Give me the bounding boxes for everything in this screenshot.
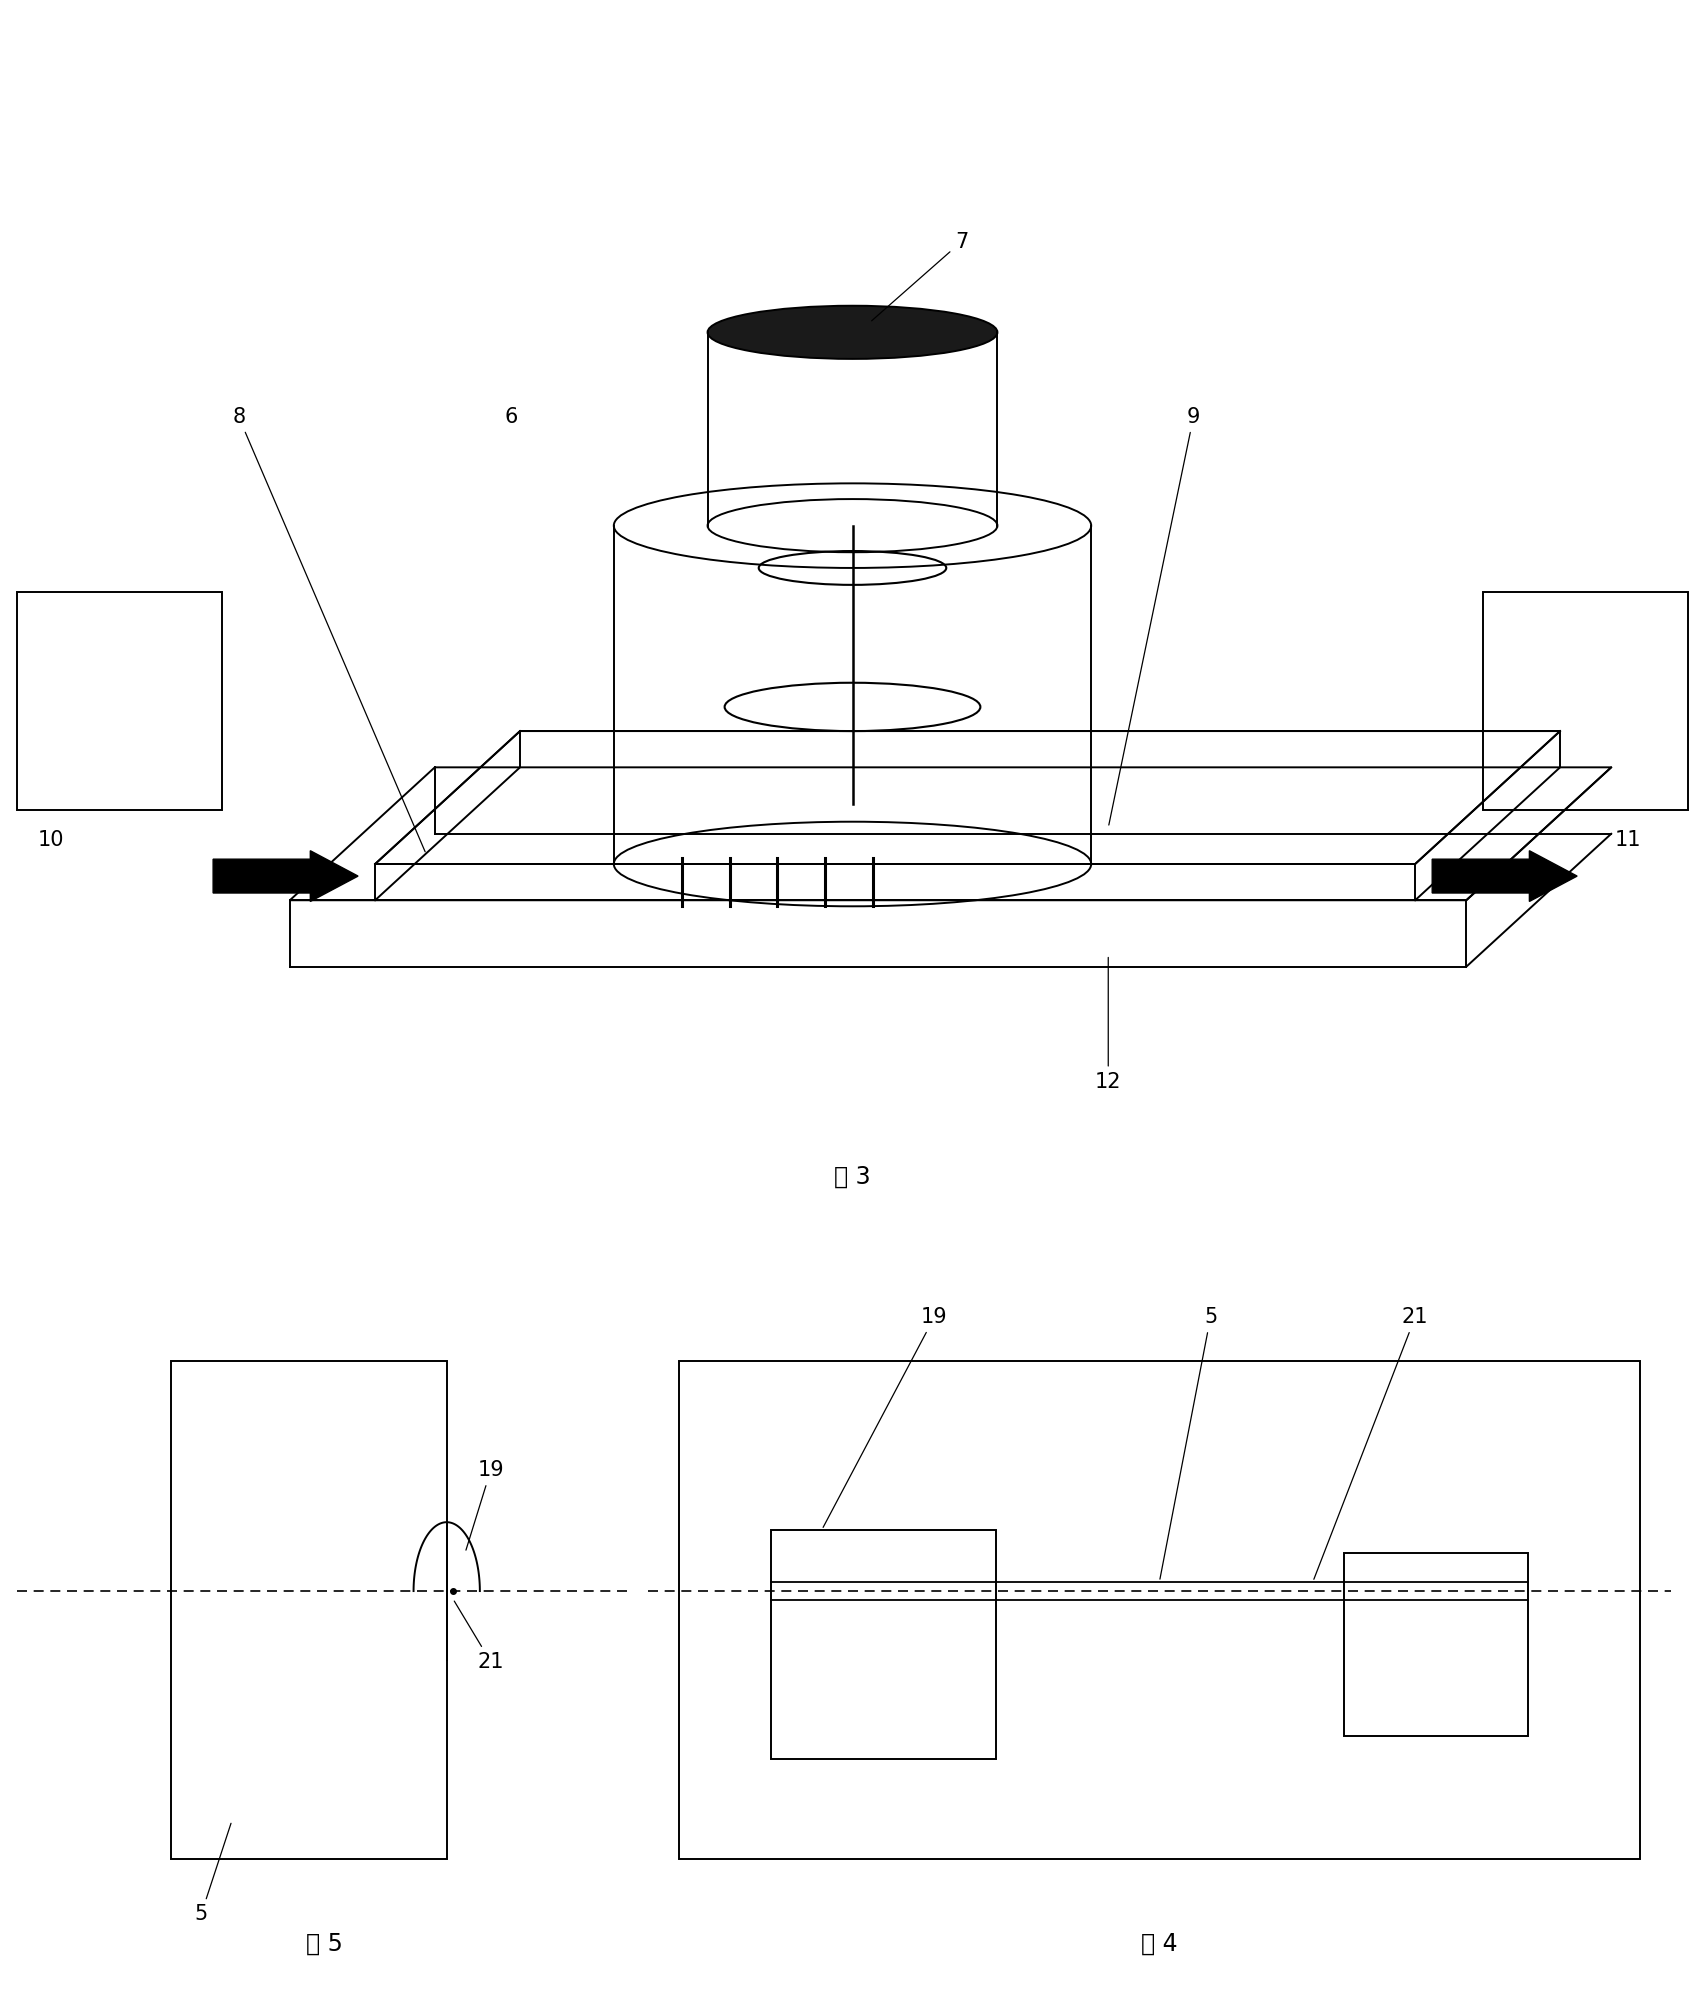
Text: 11: 11 [1615,830,1642,850]
Text: 12: 12 [1095,957,1122,1092]
Text: 5: 5 [1159,1307,1217,1579]
Text: 5: 5 [194,1823,230,1923]
Text: 19: 19 [824,1307,948,1527]
Bar [1344,1553,1528,1736]
Bar [771,1531,996,1760]
Text: 10: 10 [38,830,65,850]
Bar [170,1361,447,1859]
Text: 7: 7 [871,232,968,320]
Text: 21: 21 [454,1601,505,1672]
Bar [1483,592,1688,810]
Text: 19: 19 [465,1460,505,1551]
Text: 图 3: 图 3 [834,1166,871,1188]
FancyArrow shape [1432,850,1577,902]
Text: 8: 8 [232,407,425,852]
FancyArrow shape [213,850,358,902]
Bar [17,592,222,810]
Text: 图 5: 图 5 [305,1931,343,1956]
Text: 6: 6 [505,407,518,427]
Ellipse shape [708,306,997,358]
Text: 21: 21 [1315,1307,1429,1579]
Text: 图 4: 图 4 [1141,1931,1178,1956]
Bar [679,1361,1640,1859]
Text: 9: 9 [1108,407,1200,826]
